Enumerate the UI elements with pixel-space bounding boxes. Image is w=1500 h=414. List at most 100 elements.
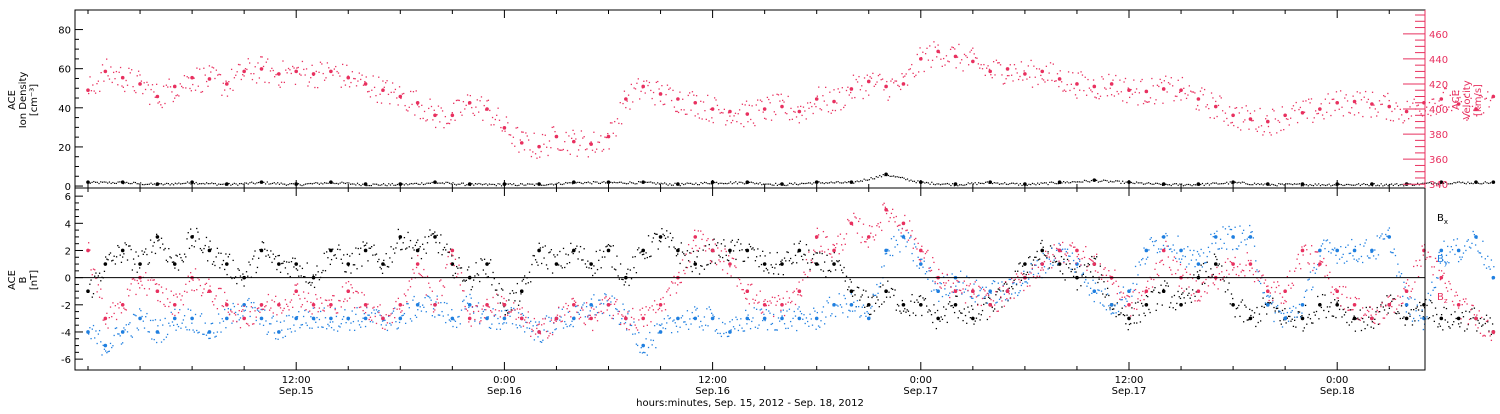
velocity-sample	[641, 87, 644, 89]
bz-sample	[587, 315, 589, 317]
velocity-sample	[476, 99, 478, 101]
bx-sample	[729, 252, 731, 254]
density-sample	[1108, 181, 1110, 183]
density-sample	[322, 183, 324, 185]
bx-sample	[651, 241, 653, 243]
density-sample	[1030, 183, 1032, 186]
density-sample	[530, 183, 532, 185]
velocity-sample	[330, 70, 333, 73]
density-sample	[690, 182, 692, 184]
bx-sample	[176, 255, 178, 257]
bx-sample	[411, 257, 413, 259]
density-sample	[1267, 183, 1269, 185]
bz-point	[450, 248, 455, 253]
bx-point	[728, 248, 732, 253]
bx-point	[120, 248, 125, 253]
bx-sample	[768, 272, 770, 274]
by-sample	[504, 309, 506, 312]
density-point	[120, 180, 125, 184]
velocity-sample	[1130, 88, 1132, 91]
density-sample	[965, 183, 968, 186]
density-sample	[849, 181, 851, 183]
density-sample	[1096, 179, 1098, 181]
bx-sample	[749, 245, 752, 248]
bx-sample	[1437, 326, 1439, 328]
velocity-sample	[546, 146, 548, 148]
velocity-sample	[307, 85, 309, 87]
bx-sample	[220, 252, 222, 254]
by-sample	[958, 281, 961, 283]
bx-sample	[1419, 301, 1421, 304]
density-sample	[1385, 183, 1387, 185]
bx-sample	[859, 299, 861, 301]
density-sample	[247, 183, 249, 185]
bz-sample	[455, 276, 458, 278]
bx-sample	[426, 242, 429, 244]
velocity-sample	[596, 148, 598, 150]
by-sample	[401, 315, 403, 317]
velocity-sample	[1262, 134, 1264, 136]
by-sample	[91, 328, 93, 330]
velocity-sample	[1126, 101, 1128, 104]
by-sample	[601, 312, 604, 315]
by-sample	[864, 312, 866, 314]
velocity-sample	[937, 44, 939, 46]
bx-sample	[800, 255, 803, 257]
velocity-sample	[997, 62, 999, 64]
bz-sample	[398, 308, 401, 310]
velocity-sample	[694, 115, 696, 117]
by-sample	[319, 310, 322, 313]
velocity-sample	[1331, 98, 1333, 101]
by-sample	[1213, 232, 1216, 235]
velocity-sample	[1449, 94, 1451, 96]
bz-sample	[321, 302, 323, 304]
bx-sample	[1408, 312, 1410, 314]
bx-sample	[1153, 289, 1155, 291]
bx-point	[225, 262, 229, 266]
bz-sample	[225, 302, 227, 304]
velocity-sample	[265, 61, 267, 63]
density-sample	[820, 182, 822, 184]
bz-sample	[217, 287, 220, 290]
by-point	[1092, 289, 1097, 294]
velocity-sample	[1288, 124, 1290, 126]
bz-sample	[423, 268, 425, 271]
velocity-sample	[949, 48, 952, 51]
bz-sample	[196, 289, 198, 291]
density-sample	[1476, 181, 1478, 183]
by-sample	[1097, 289, 1099, 291]
density-sample	[912, 180, 914, 182]
bx-sample	[421, 243, 424, 245]
density-sample	[1266, 183, 1268, 185]
by-sample	[576, 305, 578, 307]
density-sample	[932, 183, 935, 185]
bx-sample	[964, 314, 967, 317]
density-sample	[520, 183, 522, 185]
by-sample	[938, 300, 940, 302]
velocity-sample	[830, 112, 832, 114]
by-sample	[344, 309, 346, 311]
velocity-sample	[1476, 115, 1478, 117]
velocity-sample	[182, 87, 184, 89]
by-sample	[362, 317, 364, 319]
bx-point	[676, 248, 680, 253]
density-sample	[358, 184, 360, 186]
bx-sample	[1476, 330, 1478, 332]
bx-sample	[1363, 321, 1365, 323]
bz-sample	[538, 323, 540, 325]
bz-sample	[630, 316, 633, 319]
by-sample	[1106, 293, 1109, 295]
bx-sample	[431, 233, 434, 235]
by-sample	[984, 295, 986, 298]
velocity-sample	[1428, 101, 1431, 104]
by-sample	[166, 333, 169, 336]
bx-sample	[663, 234, 665, 237]
bz-sample	[585, 302, 588, 304]
density-sample	[487, 184, 489, 186]
by-sample	[1485, 267, 1488, 269]
by-sample	[675, 325, 678, 327]
by-sample	[606, 300, 608, 302]
bz-point	[155, 289, 160, 294]
density-sample	[1248, 183, 1250, 186]
velocity-sample	[874, 83, 877, 86]
